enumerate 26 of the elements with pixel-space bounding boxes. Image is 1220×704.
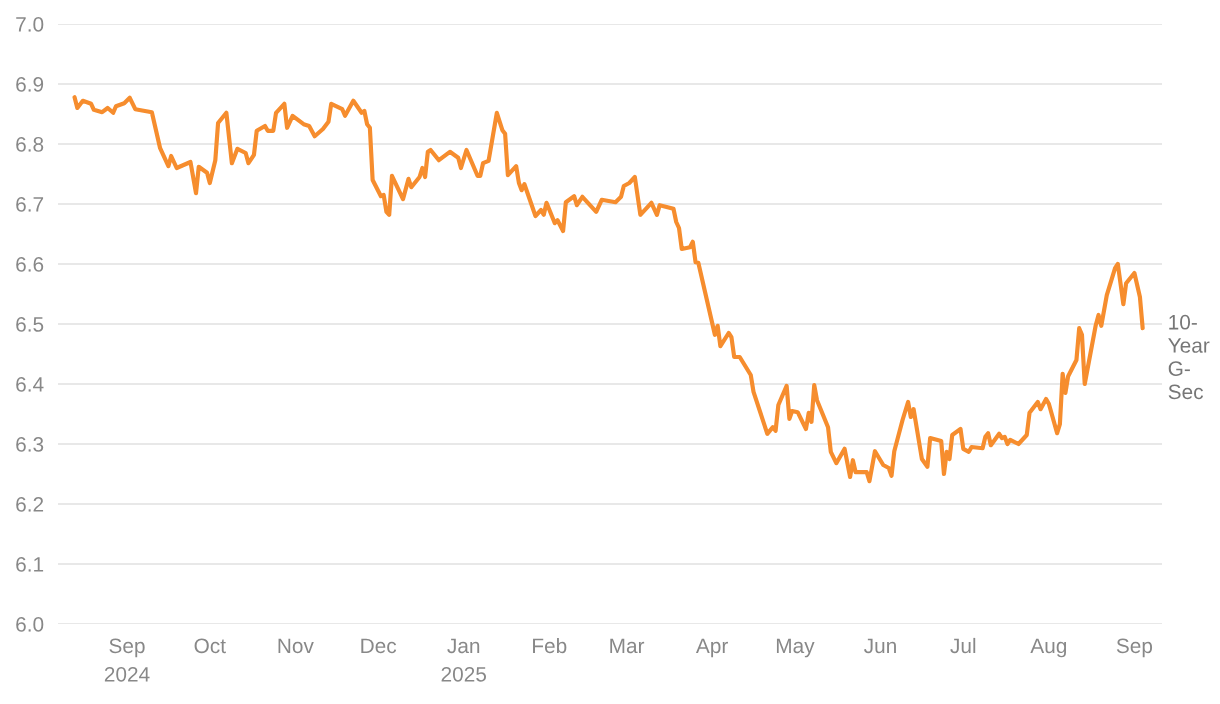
y-tick-label: 7.0 bbox=[16, 17, 44, 32]
x-tick-label: Apr bbox=[695, 638, 728, 658]
y-tick-label: 6.7 bbox=[16, 197, 44, 212]
x-tick-label: Oct bbox=[194, 638, 226, 654]
y-tick-label: 6.3 bbox=[16, 437, 44, 452]
x-tick-label: Nov bbox=[278, 638, 314, 654]
x-tick-label: Jan 2025 bbox=[441, 638, 487, 682]
y-tick-label: 6.8 bbox=[16, 137, 44, 152]
x-tick-label: May bbox=[776, 638, 815, 658]
y-tick-label: 6.2 bbox=[16, 497, 44, 512]
x-tick-label: Sep bbox=[1116, 638, 1153, 658]
series-label: 10-Year G-Sec bbox=[1168, 314, 1210, 400]
y-tick-label: 6.6 bbox=[16, 257, 44, 272]
x-tick-label: Dec bbox=[361, 638, 397, 654]
x-tick-label: Aug bbox=[1030, 638, 1067, 658]
line-series bbox=[72, 95, 1145, 484]
x-tick-label: Sep 2024 bbox=[104, 638, 150, 682]
y-tick-label: 6.9 bbox=[16, 77, 44, 92]
y-tick-label: 6.4 bbox=[16, 377, 44, 392]
x-tick-label: Mar bbox=[610, 638, 645, 654]
y-tick-label: 6.0 bbox=[16, 617, 44, 632]
x-tick-label: Feb bbox=[533, 637, 567, 654]
x-tick-label: Jul bbox=[950, 637, 976, 654]
x-tick-label: Jun bbox=[864, 638, 896, 654]
y-tick-label: 6.1 bbox=[16, 557, 44, 572]
y-tick-label: 6.5 bbox=[16, 317, 44, 332]
